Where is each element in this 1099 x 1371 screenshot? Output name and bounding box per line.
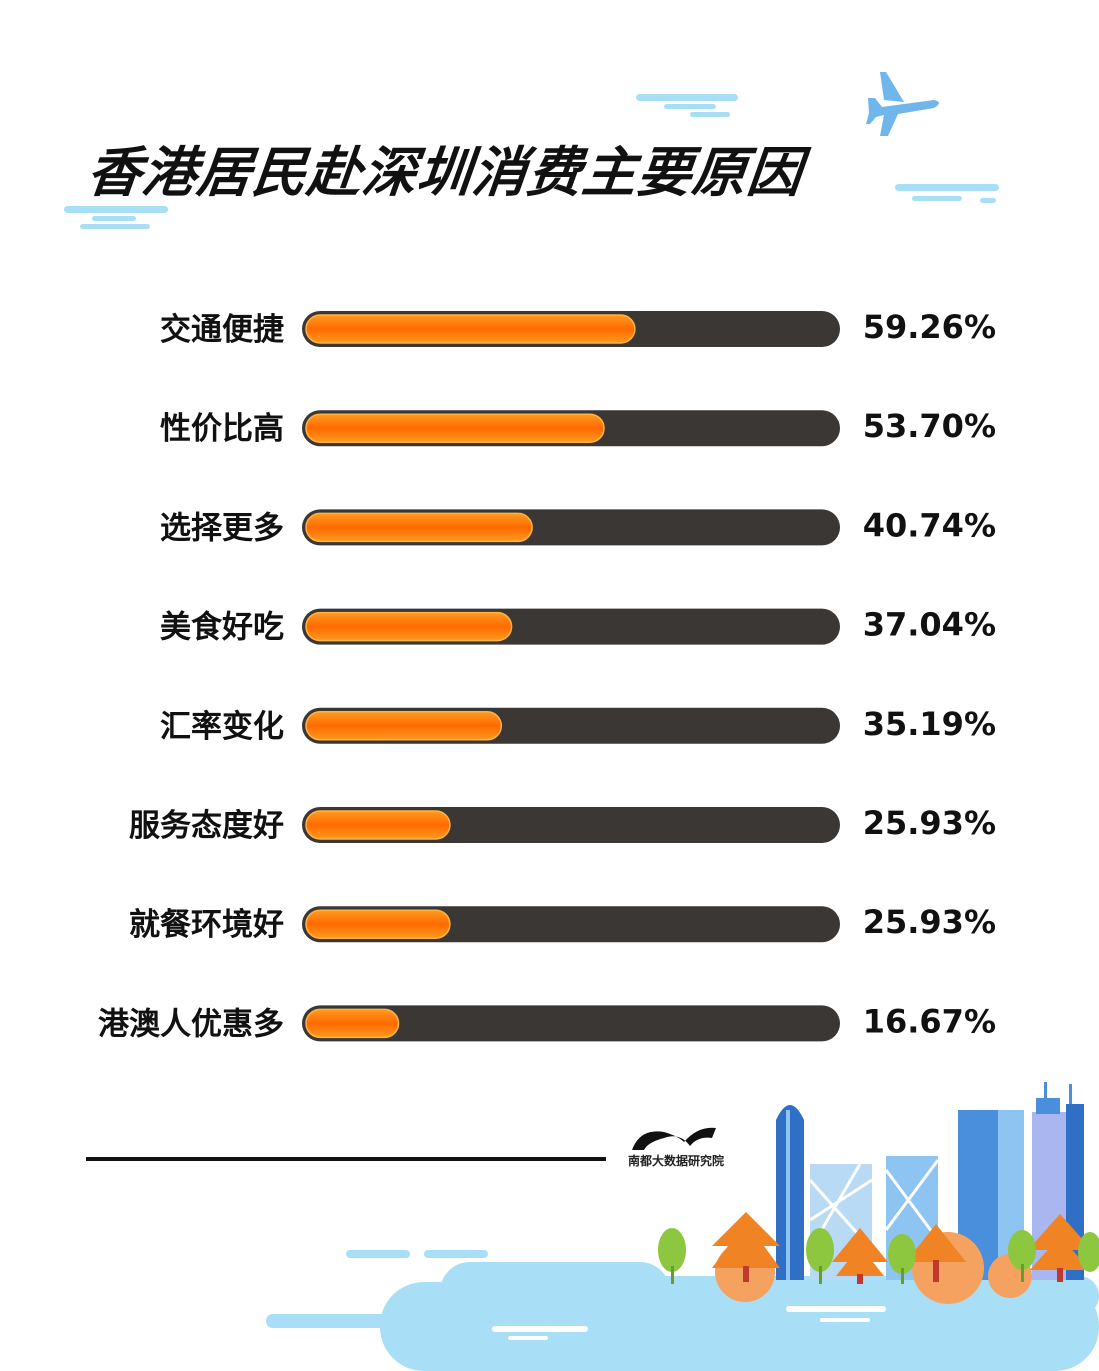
cloud-bottom-lines (492, 1306, 886, 1340)
bar (305, 611, 513, 642)
airplane-icon (866, 72, 939, 136)
value-label: 37.04% (863, 606, 996, 644)
logo-text: 南都大数据研究院 (628, 1154, 725, 1168)
bar (305, 810, 451, 840)
bar-chart: 交通便捷 59.26% 性价比高 53.70% 选择更多 40.74% 美食好吃 37.04%… (98, 308, 996, 1042)
category-label: 汇率变化 (160, 709, 284, 745)
bar (305, 314, 636, 344)
value-label: 59.26% (863, 308, 996, 346)
trees (658, 1212, 1099, 1304)
category-label: 服务态度好 (129, 808, 284, 844)
cloud-lines-top (64, 94, 999, 229)
bar (305, 512, 533, 543)
bar (305, 1008, 400, 1039)
value-label: 40.74% (863, 506, 996, 544)
logo-icon (632, 1127, 716, 1150)
bar (305, 413, 605, 443)
value-label: 16.67% (863, 1002, 996, 1040)
bar (305, 909, 451, 939)
category-label: 美食好吃 (160, 610, 284, 646)
category-label: 性价比高 (160, 411, 284, 447)
bar-track (302, 1005, 840, 1042)
category-label: 选择更多 (160, 510, 284, 546)
value-label: 53.70% (863, 407, 996, 445)
category-label: 就餐环境好 (129, 907, 284, 943)
value-label: 35.19% (863, 705, 996, 743)
footer-divider (86, 1157, 606, 1161)
category-label: 港澳人优惠多 (98, 1006, 284, 1042)
value-label: 25.93% (863, 903, 996, 941)
value-label: 25.93% (863, 804, 996, 842)
category-label: 交通便捷 (160, 312, 284, 348)
bar (305, 711, 503, 741)
